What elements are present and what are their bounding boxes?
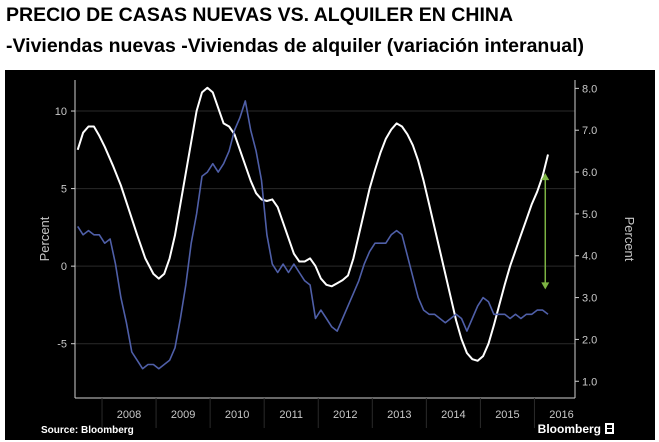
series-line-rental xyxy=(77,100,549,370)
x-tick-labels: 2008 2009 2010 2011 2012 2013 2014 2015 2016 xyxy=(101,398,574,428)
annotations xyxy=(541,173,550,290)
right-tick-label: 7.0 xyxy=(582,125,597,137)
x-tick-label: 2010 xyxy=(225,409,249,421)
x-tick-label: 2009 xyxy=(171,409,195,421)
right-tick-label: 6.0 xyxy=(582,167,597,179)
left-tick-label: -5 xyxy=(57,339,67,351)
right-tick-label: 2.0 xyxy=(582,334,597,346)
left-tick-label: 5 xyxy=(61,184,67,196)
chart-panel: 10 5 0 -5 8.0 7.0 6.0 5.0 4.0 3.0 2.0 1.0 2008 2009… xyxy=(5,70,655,440)
x-tick-label: 2016 xyxy=(549,409,573,421)
x-tick-label: 2012 xyxy=(333,409,357,421)
page-title: PRECIO DE CASAS NUEVAS VS. ALQUILER EN C… xyxy=(6,4,514,26)
subtitle-new-homes: -Viviendas nuevas xyxy=(6,35,176,57)
left-tick-label: 10 xyxy=(55,106,67,118)
bloomberg-mark-icon xyxy=(605,423,614,434)
y-axis-label-left: Percent xyxy=(37,216,52,261)
right-tick-label: 5.0 xyxy=(582,209,597,221)
arrow-head-down-icon xyxy=(541,282,550,290)
right-tick-labels: 8.0 7.0 6.0 5.0 4.0 3.0 2.0 1.0 xyxy=(575,83,597,388)
left-tick-label: 0 xyxy=(61,261,67,273)
right-tick-label: 3.0 xyxy=(582,293,597,305)
right-tick-label: 4.0 xyxy=(582,251,597,263)
right-tick-label: 1.0 xyxy=(582,376,597,388)
x-tick-label: 2011 xyxy=(279,409,303,421)
arrow-head-up-icon xyxy=(541,173,550,181)
right-tick-label: 8.0 xyxy=(582,83,597,95)
axes xyxy=(74,80,576,399)
y-axis-label-right: Percent xyxy=(622,217,637,262)
x-tick-label: 2013 xyxy=(387,409,411,421)
grid xyxy=(75,110,575,345)
series xyxy=(76,86,549,370)
series-line-new-homes xyxy=(76,86,549,362)
x-tick-label: 2015 xyxy=(495,409,519,421)
x-tick-label: 2008 xyxy=(117,409,141,421)
source-label: Source: Bloomberg xyxy=(41,425,134,436)
x-tick-label: 2014 xyxy=(441,409,465,421)
page-subtitle: -Viviendas nuevas -Viviendas de alquiler… xyxy=(6,35,584,58)
left-tick-labels: 10 5 0 -5 xyxy=(55,106,75,351)
subtitle-rental: -Viviendas de alquiler (variación intera… xyxy=(181,35,585,57)
bloomberg-logo: Bloomberg xyxy=(538,422,601,436)
line-chart: 10 5 0 -5 8.0 7.0 6.0 5.0 4.0 3.0 2.0 1.0 2008 2009… xyxy=(37,80,637,436)
